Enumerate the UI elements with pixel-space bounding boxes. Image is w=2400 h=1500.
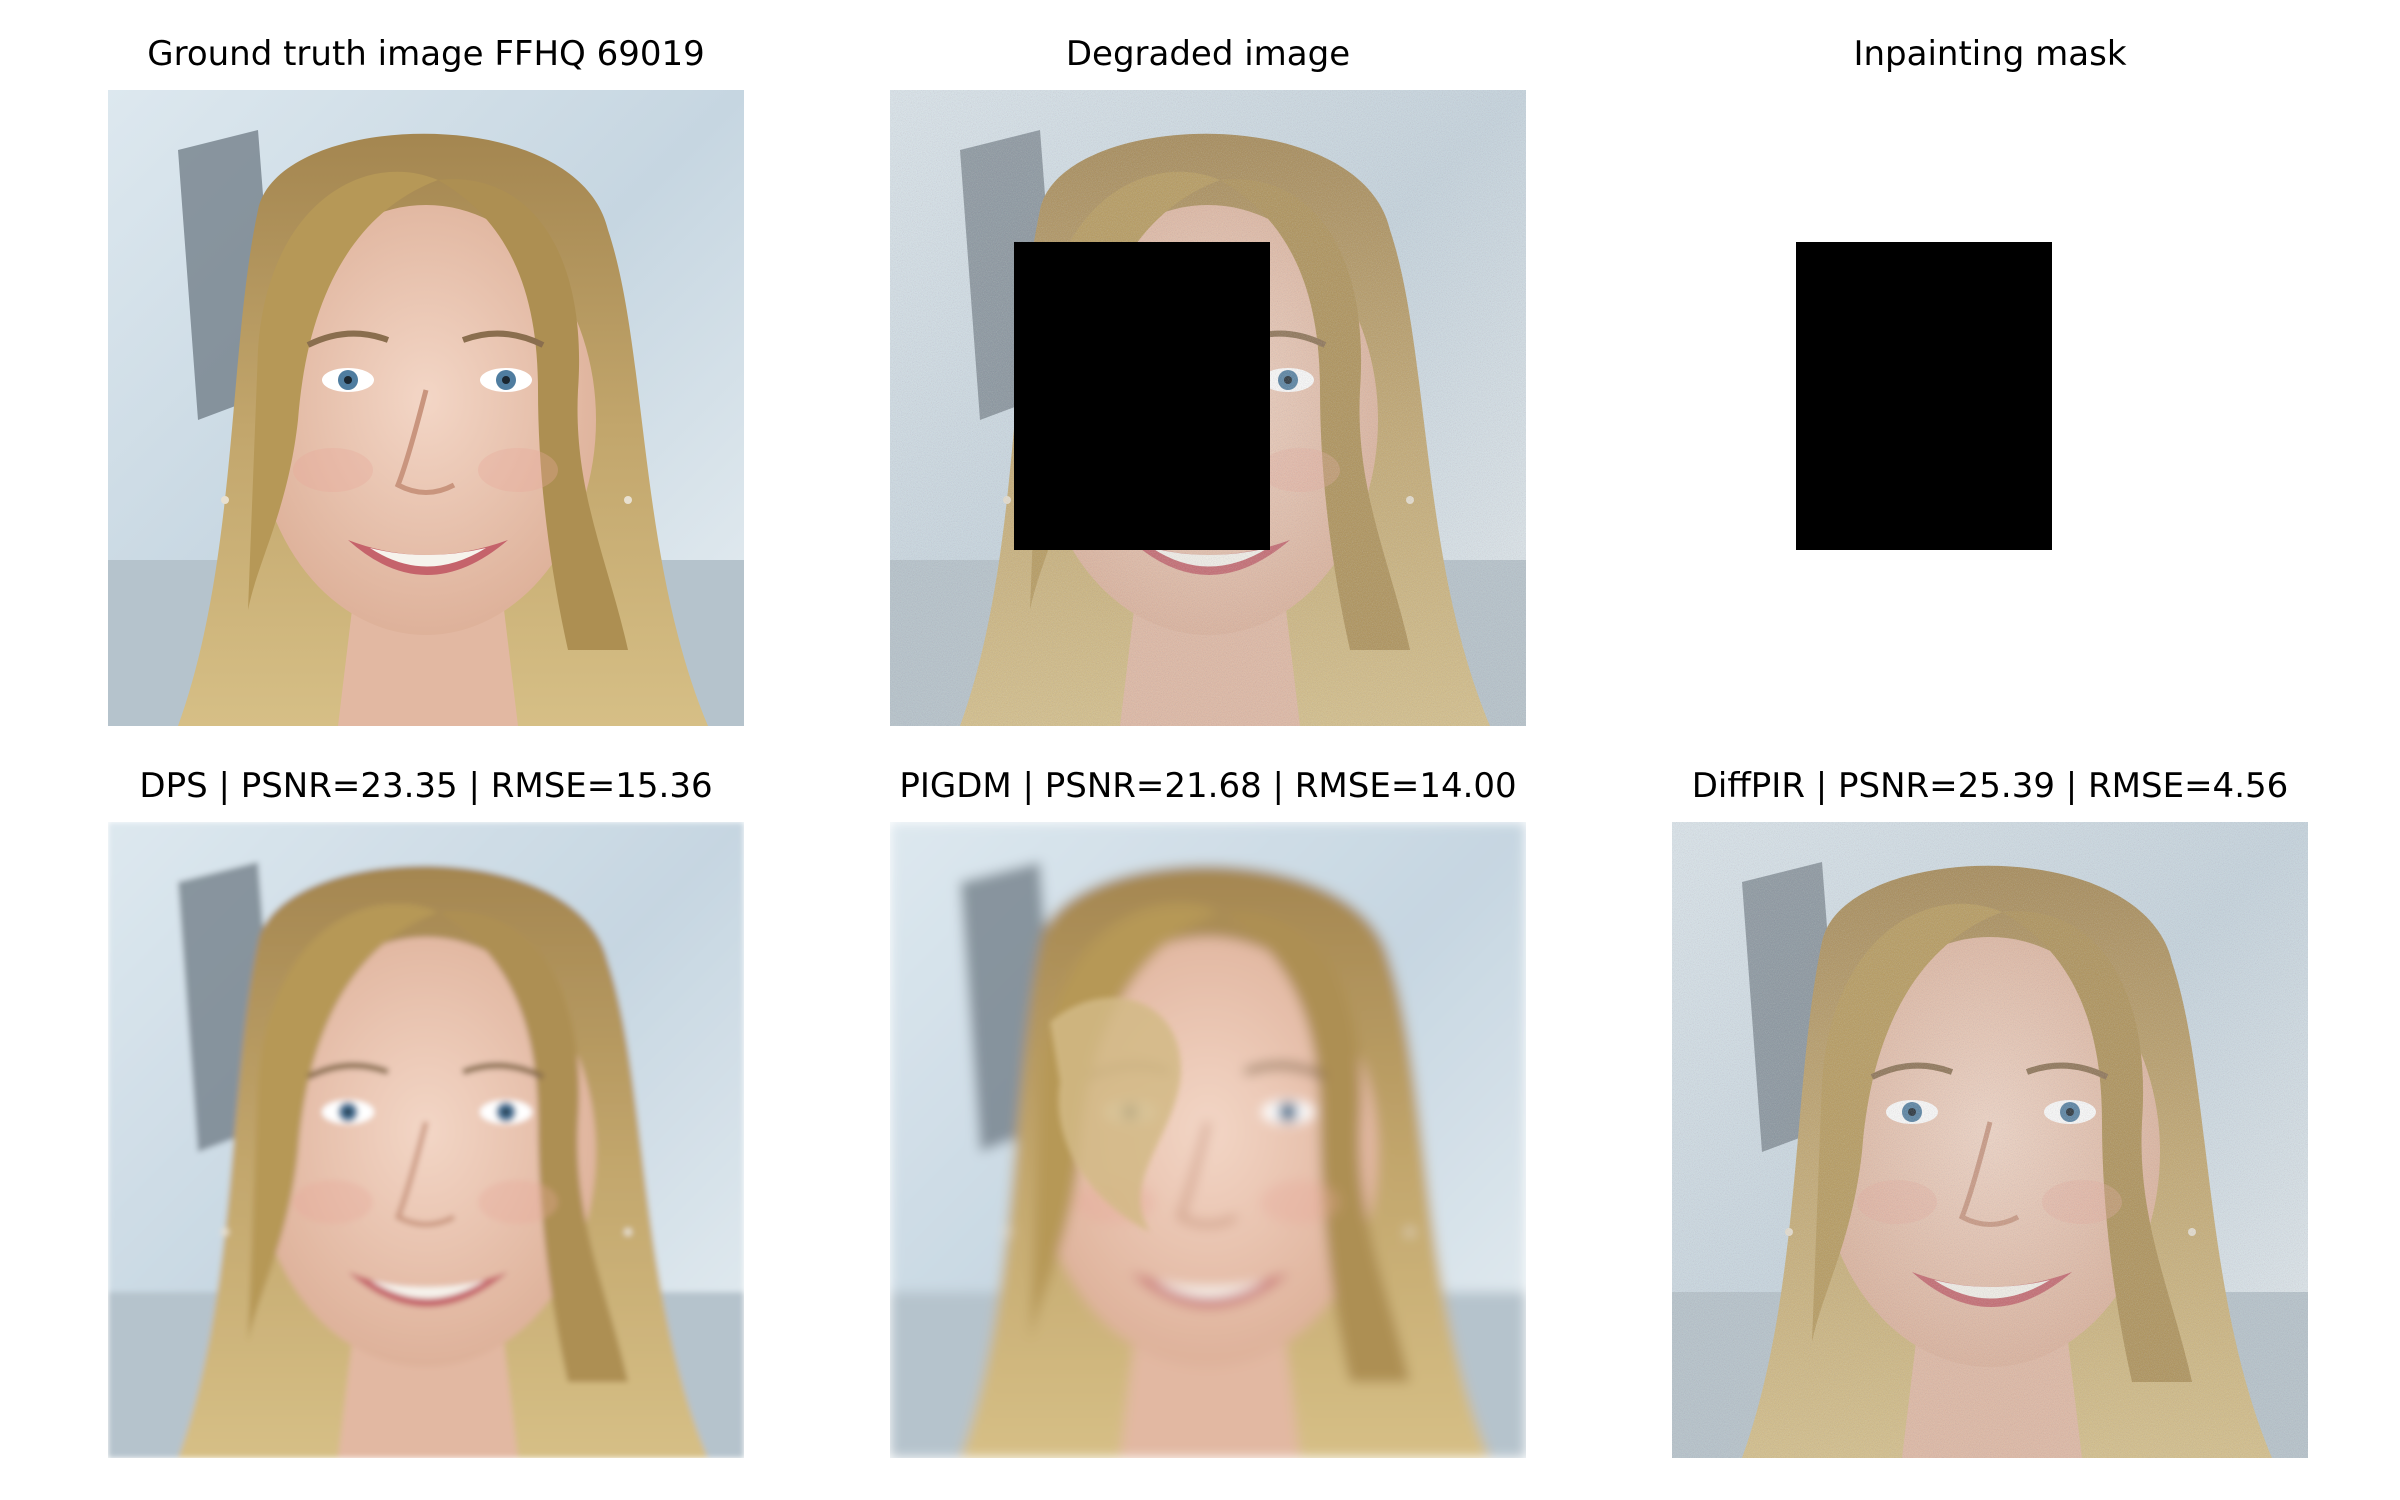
panel-title: DPS | PSNR=23.35 | RMSE=15.36: [139, 766, 713, 806]
panel-title: DiffPIR | PSNR=25.39 | RMSE=4.56: [1691, 766, 2289, 806]
degraded-image: [890, 90, 1526, 726]
panel-title: PIGDM | PSNR=21.68 | RMSE=14.00: [899, 766, 1517, 806]
panel-ground-truth: Ground truth image FFHQ 69019: [108, 30, 744, 730]
panel-pigdm: PIGDM | PSNR=21.68 | RMSE=14.00: [890, 762, 1526, 1462]
panel-title: Inpainting mask: [1853, 34, 2127, 74]
dps-reconstruction-image: [108, 822, 744, 1458]
diffpir-reconstruction-image: [1672, 822, 2308, 1458]
panel-title: Ground truth image FFHQ 69019: [147, 34, 705, 74]
panel-title: Degraded image: [1065, 34, 1351, 74]
panel-diffpir: DiffPIR | PSNR=25.39 | RMSE=4.56: [1672, 762, 2308, 1462]
inpainting-mask-image: [1672, 90, 2308, 726]
occlusion-box: [1014, 242, 1270, 550]
pigdm-reconstruction-image: [890, 822, 1526, 1458]
panel-degraded: Degraded image: [890, 30, 1526, 730]
mask-region: [1796, 242, 2052, 550]
panel-inpainting-mask: Inpainting mask: [1672, 30, 2308, 730]
ground-truth-image: [108, 90, 744, 726]
panel-dps: DPS | PSNR=23.35 | RMSE=15.36: [108, 762, 744, 1462]
